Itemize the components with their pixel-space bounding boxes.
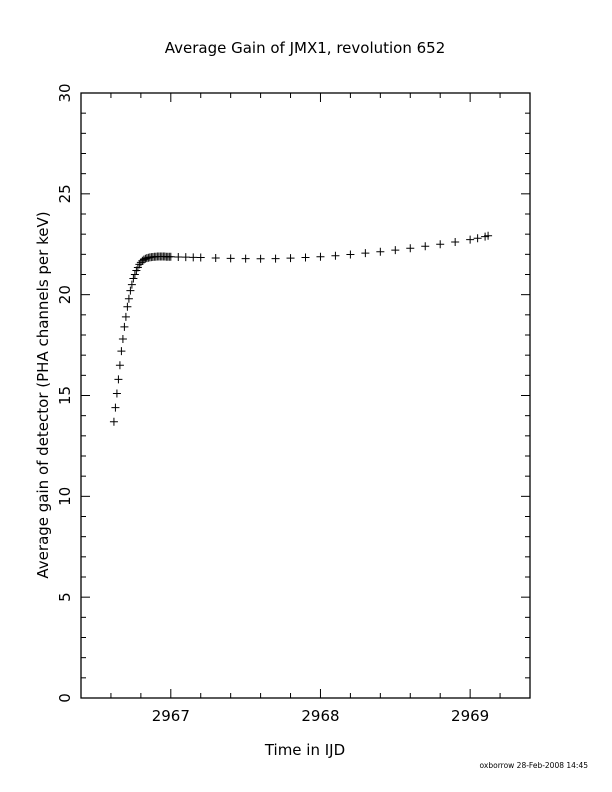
axis-ticks — [80, 92, 531, 699]
y-tick-label: 10 — [56, 487, 74, 506]
data-point — [466, 235, 475, 244]
data-point — [361, 249, 370, 258]
data-point — [256, 254, 265, 263]
data-point — [406, 244, 415, 253]
x-tick-label: 2968 — [301, 707, 339, 725]
plot-frame — [80, 92, 531, 699]
y-tick-label: 5 — [56, 592, 74, 602]
data-point — [166, 252, 175, 261]
chart-title: Average Gain of JMX1, revolution 652 — [165, 39, 446, 57]
data-point — [226, 254, 235, 263]
data-point — [241, 254, 250, 263]
axis-tick-labels: 0 5 10 15 20 25 30 2967 2968 2969 — [56, 83, 489, 725]
y-tick-label: 20 — [56, 285, 74, 304]
data-point — [127, 280, 136, 289]
data-point — [124, 294, 133, 303]
x-tick-label: 2967 — [152, 707, 190, 725]
data-point — [181, 253, 190, 262]
data-point — [286, 254, 295, 263]
data-point — [126, 286, 135, 295]
data-point — [211, 253, 220, 262]
data-point — [421, 242, 430, 251]
data-point — [331, 251, 340, 260]
data-point — [114, 375, 123, 384]
data-point — [120, 322, 129, 331]
data-point — [174, 252, 183, 261]
y-tick-label: 0 — [56, 693, 74, 703]
data-point — [111, 403, 120, 412]
data-point — [129, 274, 138, 283]
data-points — [109, 231, 493, 426]
data-point — [130, 270, 139, 279]
data-point — [121, 312, 130, 321]
footer-credit: oxborrow 28-Feb-2008 14:45 — [480, 761, 589, 770]
data-point — [196, 253, 205, 262]
data-point — [112, 389, 121, 398]
data-point — [346, 250, 355, 259]
data-point — [123, 302, 132, 311]
data-point — [109, 417, 118, 426]
data-point — [316, 252, 325, 261]
y-tick-label: 15 — [56, 386, 74, 405]
x-tick-label: 2969 — [451, 707, 489, 725]
data-point — [391, 246, 400, 255]
data-point — [115, 361, 124, 370]
data-point — [117, 347, 126, 356]
data-point — [436, 240, 445, 249]
x-axis-label: Time in IJD — [264, 741, 345, 759]
data-point — [376, 247, 385, 256]
data-point — [189, 253, 198, 262]
data-point — [473, 234, 482, 243]
y-tick-label: 25 — [56, 184, 74, 203]
data-point — [118, 335, 127, 344]
data-point — [301, 253, 310, 262]
y-tick-label: 30 — [56, 83, 74, 102]
data-point — [451, 238, 460, 247]
y-axis-label: Average gain of detector (PHA channels p… — [34, 211, 52, 578]
data-point — [271, 254, 280, 263]
data-point — [484, 231, 493, 240]
